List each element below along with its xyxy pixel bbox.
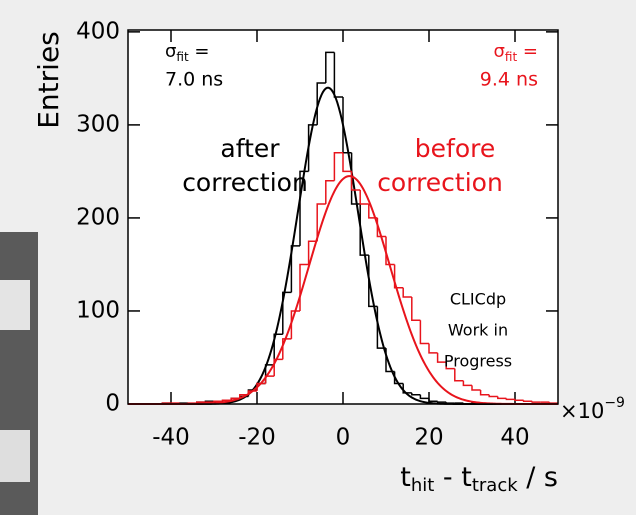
fit-label: σfit = (165, 41, 210, 64)
histogram-bin (213, 400, 223, 403)
histogram-bin (307, 240, 318, 265)
fit-label-part: = (189, 41, 210, 62)
plot-frame (127, 29, 559, 405)
histogram-bin (282, 338, 292, 360)
fit-value: 7.0 ns (165, 69, 223, 91)
histogram-bin (428, 343, 438, 354)
y-tick-label: 300 (76, 111, 120, 137)
series-label: correction (377, 168, 503, 197)
histogram-bin (273, 358, 283, 377)
y-tick-label: 400 (76, 18, 120, 44)
histogram-bin (531, 401, 541, 403)
histogram-bin (497, 396, 507, 400)
histogram-bin (402, 287, 412, 298)
histogram-bin (282, 291, 292, 335)
x-tick-label: 20 (414, 425, 443, 451)
x-multiplier-exp: −9 (604, 395, 625, 411)
y-tick-label: 200 (76, 204, 120, 230)
y-axis-label: Entries (32, 31, 65, 129)
histogram-bin (514, 399, 524, 402)
y-tick-label: 100 (76, 297, 120, 323)
histogram-bin (325, 179, 335, 204)
photo-fragment (0, 430, 30, 482)
fit-label-part: fit (505, 50, 518, 64)
x-axis-label-part: t (400, 462, 411, 493)
x-tick-label: -40 (152, 425, 190, 451)
histogram-bin (479, 390, 490, 396)
fit-label-part: fit (176, 50, 189, 64)
series-label: before (415, 134, 495, 163)
x-axis-label-part: - t (434, 462, 472, 493)
plot-area (128, 30, 558, 404)
histogram-bin (462, 380, 472, 387)
photo-fragment (0, 280, 30, 330)
histogram-bin (428, 398, 438, 402)
x-tick-label: 0 (336, 425, 351, 451)
x-axis-label-part: / s (518, 462, 558, 493)
annotation: Work in (448, 321, 508, 340)
histogram-bin (436, 352, 447, 363)
histogram-bin (316, 203, 326, 242)
histogram-bin (402, 383, 412, 394)
histogram-bin (196, 401, 206, 404)
histogram-bin (505, 398, 515, 401)
histogram-bin (471, 385, 481, 391)
histogram-bin (221, 399, 232, 402)
histogram-bin (333, 152, 343, 181)
x-multiplier: ×10−9 (560, 395, 625, 423)
histogram-bin (342, 152, 352, 173)
fit-value: 9.4 ns (480, 69, 538, 91)
x-tick-label: -20 (238, 425, 276, 451)
histogram-bin (393, 264, 404, 289)
y-tick-label: 0 (105, 391, 120, 417)
series-label: correction (182, 168, 308, 197)
histogram-bin (290, 245, 300, 293)
series-label: after (220, 134, 280, 163)
x-axis-label: thit - ttrack / s (400, 462, 558, 497)
x-axis-label-part: track (472, 475, 518, 496)
fit-label: σfit = (494, 41, 539, 64)
histogram-bin (445, 362, 455, 370)
x-multiplier-base: ×10 (560, 399, 604, 423)
histogram-bin (325, 51, 335, 84)
histogram-bin (359, 190, 369, 205)
histogram-bin (419, 320, 429, 345)
histogram-bin (290, 310, 300, 339)
histogram-bin (488, 394, 498, 398)
histogram-bin (273, 333, 283, 365)
histogram-bin (411, 297, 421, 322)
histogram-bin (299, 170, 309, 246)
fit-label-part: σ (165, 41, 176, 62)
histogram-bin (454, 368, 464, 382)
histogram-bin (419, 394, 429, 400)
fit-label-part: = (517, 41, 538, 62)
histogram-bin (522, 400, 533, 402)
x-tick-label: 40 (500, 425, 529, 451)
histogram-bin (385, 236, 395, 266)
fit-label-part: σ (494, 41, 505, 62)
histogram-bin (436, 401, 447, 403)
annotation: CLICdp (450, 290, 506, 309)
histogram-bin (350, 171, 361, 191)
histogram-bin (411, 392, 421, 396)
x-axis-label-part: hit (411, 475, 434, 496)
histogram-bin (307, 124, 318, 172)
annotation: Progress (444, 352, 512, 371)
